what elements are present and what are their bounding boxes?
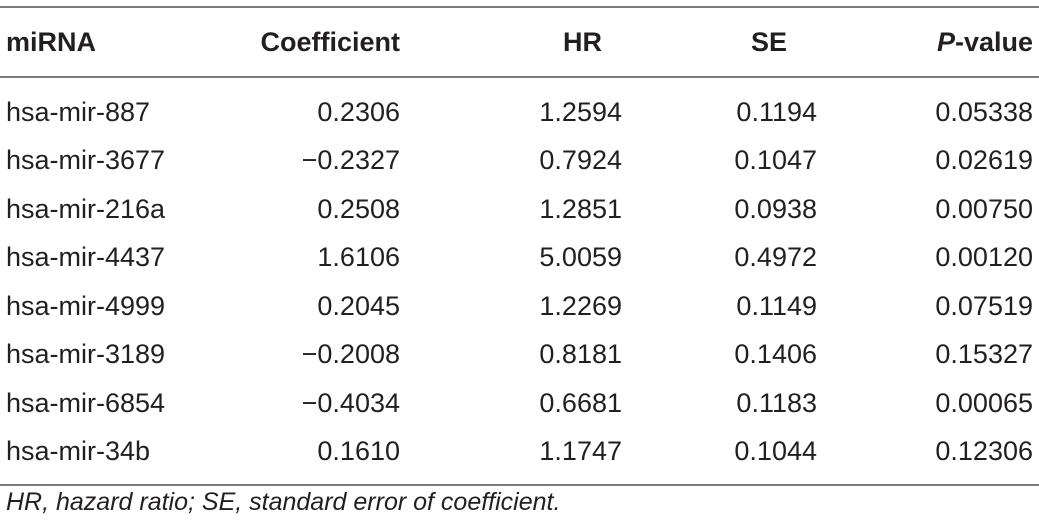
cell-hr: 1.2269 bbox=[539, 290, 622, 321]
cell-coefficient: −0.2327 bbox=[301, 145, 400, 176]
table-row: hsa-mir-3677 −0.2327 0.7924 0.1047 0.02619 bbox=[0, 137, 1039, 186]
cell-mirna: hsa-mir-887 bbox=[6, 96, 151, 127]
table-body: hsa-mir-887 0.2306 1.2594 0.1194 0.05338 hsa-… bbox=[0, 77, 1039, 485]
cell-se: 0.1194 bbox=[736, 96, 817, 127]
cell-coefficient: 0.2045 bbox=[317, 290, 400, 321]
table-row: hsa-mir-6854 −0.4034 0.6681 0.1183 0.00065 bbox=[0, 379, 1039, 428]
cell-mirna: hsa-mir-3677 bbox=[6, 145, 166, 176]
cell-mirna: hsa-mir-34b bbox=[6, 436, 151, 467]
cell-se: 0.1183 bbox=[736, 387, 817, 418]
cell-mirna: hsa-mir-4999 bbox=[6, 290, 166, 321]
table-header: miRNA Coefficient HR SE P-value bbox=[0, 7, 1039, 77]
cell-se: 0.0938 bbox=[734, 193, 817, 224]
cell-coefficient: 1.6106 bbox=[317, 242, 400, 273]
cell-se: 0.4972 bbox=[734, 242, 817, 273]
header-hr: HR bbox=[563, 26, 602, 57]
cell-hr: 0.6681 bbox=[539, 387, 622, 418]
header-mirna: miRNA bbox=[6, 26, 97, 57]
header-p-letter: P bbox=[936, 26, 955, 57]
table-row: hsa-mir-216a 0.2508 1.2851 0.0938 0.00750 bbox=[0, 185, 1039, 234]
cell-mirna: hsa-mir-3189 bbox=[6, 339, 166, 370]
table-row: hsa-mir-887 0.2306 1.2594 0.1194 0.05338 bbox=[0, 77, 1039, 137]
cell-coefficient: 0.1610 bbox=[317, 436, 400, 467]
cell-p-value: 0.07519 bbox=[935, 290, 1033, 321]
cell-p-value: 0.15327 bbox=[935, 339, 1033, 370]
table-row: hsa-mir-34b 0.1610 1.1747 0.1044 0.12306 bbox=[0, 428, 1039, 485]
cell-mirna: hsa-mir-6854 bbox=[6, 387, 166, 418]
table-row: hsa-mir-4437 1.6106 5.0059 0.4972 0.00120 bbox=[0, 234, 1039, 283]
cell-hr: 1.2594 bbox=[539, 96, 622, 127]
cell-se: 0.1406 bbox=[734, 339, 817, 370]
header-coefficient: Coefficient bbox=[260, 26, 400, 57]
header-row: miRNA Coefficient HR SE P-value bbox=[0, 7, 1039, 77]
cell-p-value: 0.00120 bbox=[935, 242, 1033, 273]
cell-p-value: 0.12306 bbox=[935, 436, 1033, 467]
cell-coefficient: −0.4034 bbox=[301, 387, 400, 418]
cell-hr: 1.1747 bbox=[539, 436, 622, 467]
header-p-value: P-value bbox=[829, 7, 1039, 77]
cell-se: 0.1047 bbox=[734, 145, 817, 176]
header-se: SE bbox=[750, 26, 787, 57]
cell-coefficient: −0.2008 bbox=[301, 339, 400, 370]
header-p-suffix: -value bbox=[954, 26, 1033, 57]
cell-se: 0.1044 bbox=[734, 436, 817, 467]
table-row: hsa-mir-3189 −0.2008 0.8181 0.1406 0.15327 bbox=[0, 331, 1039, 380]
cell-hr: 5.0059 bbox=[539, 242, 622, 273]
cell-se: 0.1149 bbox=[736, 290, 817, 321]
mirna-table: miRNA Coefficient HR SE P-value hsa-mir-… bbox=[0, 6, 1039, 486]
cell-coefficient: 0.2306 bbox=[317, 96, 400, 127]
table-footnote: HR, hazard ratio; SE, standard error of … bbox=[6, 488, 561, 516]
cell-p-value: 0.05338 bbox=[935, 96, 1033, 127]
cell-mirna: hsa-mir-4437 bbox=[6, 242, 166, 273]
cell-hr: 1.2851 bbox=[539, 193, 622, 224]
cell-hr: 0.8181 bbox=[539, 339, 622, 370]
cell-coefficient: 0.2508 bbox=[317, 193, 400, 224]
table-row: hsa-mir-4999 0.2045 1.2269 0.1149 0.07519 bbox=[0, 282, 1039, 331]
cell-p-value: 0.02619 bbox=[935, 145, 1033, 176]
cell-p-value: 0.00750 bbox=[935, 193, 1033, 224]
cell-mirna: hsa-mir-216a bbox=[6, 193, 166, 224]
cell-p-value: 0.00065 bbox=[935, 387, 1033, 418]
cell-hr: 0.7924 bbox=[539, 145, 622, 176]
